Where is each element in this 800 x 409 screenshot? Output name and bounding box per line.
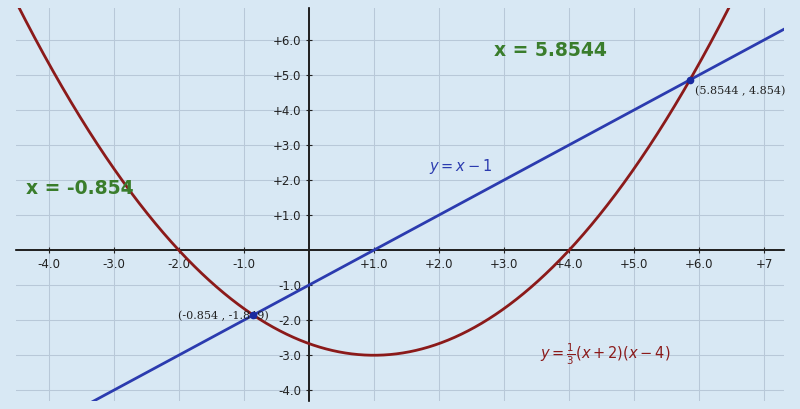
Text: $y=\frac{1}{3}(x+2)(x-4)$: $y=\frac{1}{3}(x+2)(x-4)$ [540,342,670,367]
Text: (-0.854 , -1.849): (-0.854 , -1.849) [178,311,270,321]
Text: (5.8544 , 4.854): (5.8544 , 4.854) [695,86,786,97]
Text: x = -0.854: x = -0.854 [26,179,134,198]
Text: x = 5.8544: x = 5.8544 [494,40,607,59]
Text: $y=x-1$: $y=x-1$ [430,157,493,176]
